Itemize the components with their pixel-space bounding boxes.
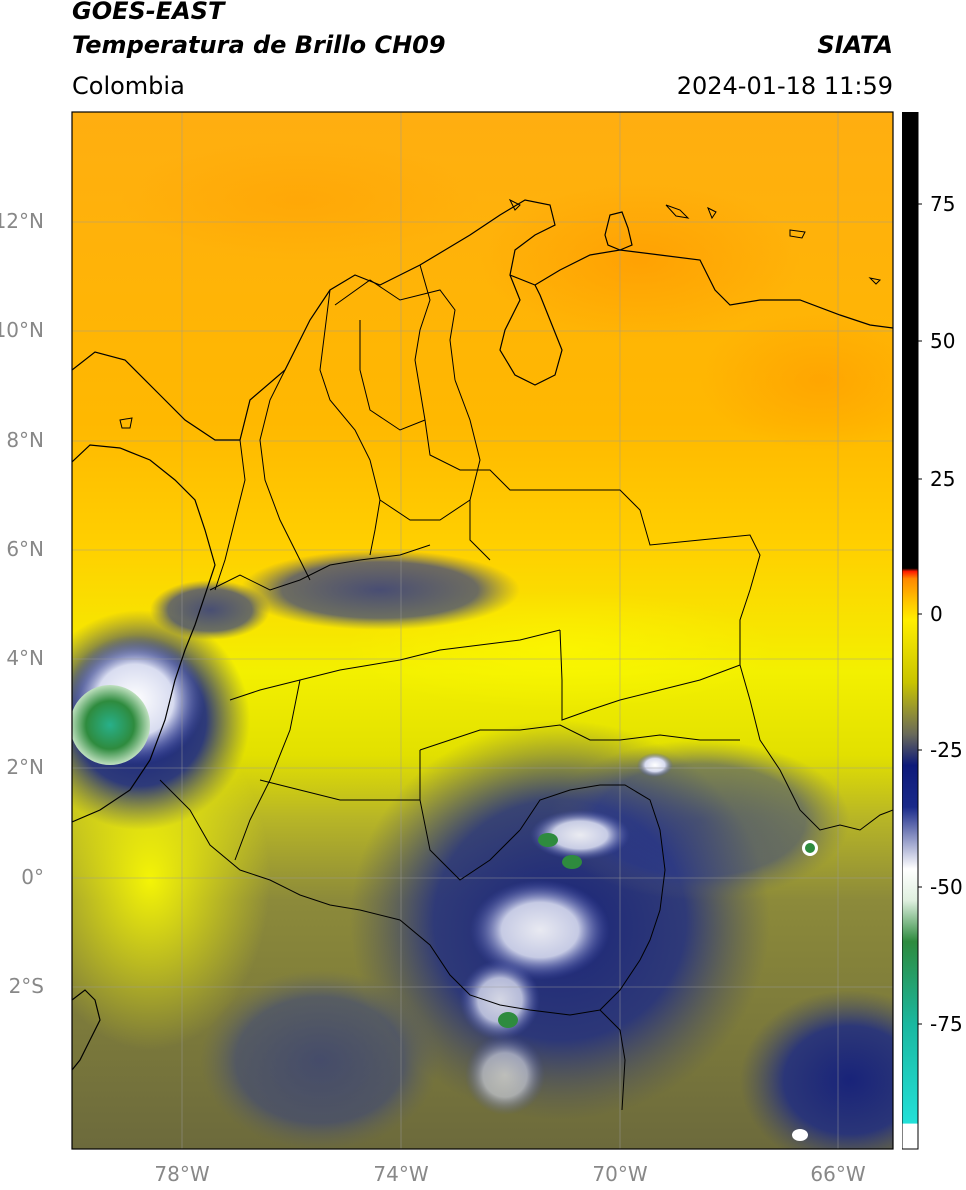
map-frame <box>71 111 894 1150</box>
borders <box>159 264 893 1111</box>
colorbar-label: 50 <box>930 329 956 353</box>
colorbar-label: 75 <box>930 192 956 216</box>
lon-tick-label: 66°W <box>810 1162 866 1186</box>
satellite-title: GOES-EAST <box>72 0 225 25</box>
lon-tick-label: 78°W <box>154 1162 210 1186</box>
region-label: Colombia <box>72 72 185 100</box>
organization-label: SIATA <box>817 31 893 59</box>
lat-tick-label: 12°N <box>0 209 44 233</box>
datetime-label: 2024-01-18 11:59 <box>676 72 893 100</box>
colorbar <box>902 112 922 1150</box>
colorbar-label: 0 <box>930 602 943 626</box>
lat-tick-label: 2°S <box>8 974 44 998</box>
lon-tick-label: 74°W <box>373 1162 429 1186</box>
lat-tick-label: 8°N <box>6 428 44 452</box>
coastlines <box>72 199 893 1071</box>
colorbar-label: -75 <box>930 1012 963 1036</box>
colorbar-label: 25 <box>930 467 956 491</box>
lat-tick-label: 0° <box>21 865 44 889</box>
gridlines <box>72 112 893 1149</box>
lon-tick-label: 70°W <box>592 1162 648 1186</box>
colorbar-label: -50 <box>930 875 963 899</box>
lat-tick-label: 6°N <box>6 537 44 561</box>
islands <box>119 198 882 429</box>
lat-tick-label: 2°N <box>6 755 44 779</box>
colorbar-ticks <box>918 203 922 1025</box>
product-title: Temperatura de Brillo CH09 <box>72 31 446 59</box>
lat-tick-label: 4°N <box>6 646 44 670</box>
colorbar-label: -25 <box>930 738 963 762</box>
lat-tick-label: 10°N <box>0 318 44 342</box>
